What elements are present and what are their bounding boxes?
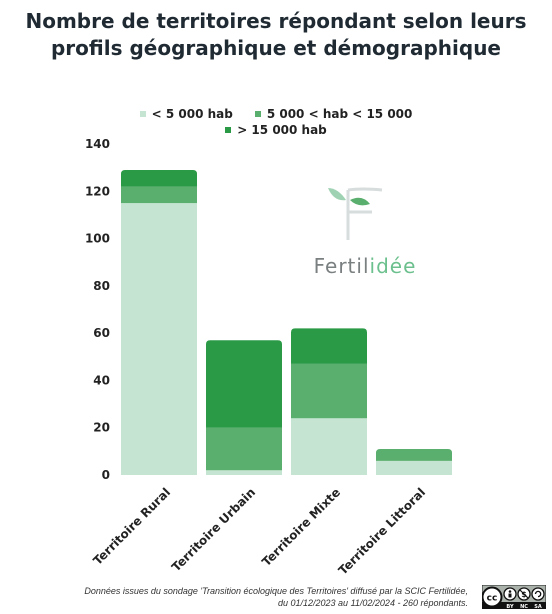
legend-row-1: < 5 000 hab 5 000 < hab < 15 000 — [0, 106, 552, 122]
y-tick-label: 0 — [102, 468, 110, 482]
y-tick-label: 100 — [85, 232, 110, 246]
bar-segment — [376, 448, 452, 461]
source-note-line-2: du 01/12/2023 au 11/02/2024 - 260 répond… — [278, 598, 468, 608]
cc-label-sa: SA — [534, 604, 542, 609]
legend-item-medium: 5 000 < hab < 15 000 — [254, 107, 413, 121]
x-category-label: Territoire Mixte — [259, 485, 343, 569]
source-note-line-1: Données issues du sondage 'Transition éc… — [84, 586, 468, 596]
y-tick-label: 60 — [93, 326, 110, 340]
legend-swatch-medium — [254, 111, 261, 117]
bar-segment — [206, 470, 282, 475]
cc-label-by: BY — [506, 604, 514, 609]
sprout-icon — [328, 187, 383, 240]
bar-segment — [206, 427, 282, 471]
logo-wordmark: Fertilidée — [300, 254, 430, 278]
legend-label-large: > 15 000 hab — [237, 123, 327, 137]
chart-title-line-2: profils géographique et démographique — [50, 36, 501, 60]
cc-license-badge: cc $ BY NC SA — [482, 585, 546, 609]
cc-badge-strip — [482, 602, 546, 609]
cc-circle-icon — [482, 586, 503, 608]
bar-segment — [291, 418, 367, 475]
x-category-label: Territoire Rural — [90, 485, 173, 568]
legend-item-small: < 5 000 hab — [139, 107, 233, 121]
bar-segment — [121, 170, 197, 187]
cc-label-nc: NC — [520, 604, 528, 609]
bars — [121, 170, 452, 475]
bar-segment — [121, 186, 197, 204]
chart-title-line-1: Nombre de territoires répondant selon le… — [25, 9, 527, 33]
bar-segment — [291, 328, 367, 364]
legend-row-2: > 15 000 hab — [0, 122, 552, 138]
source-note: Données issues du sondage 'Transition éc… — [40, 585, 468, 609]
cc-mark-icon: cc — [487, 594, 498, 604]
bar-segment — [376, 460, 452, 475]
y-tick-label: 140 — [85, 137, 110, 151]
legend-swatch-small — [139, 111, 146, 117]
legend-label-medium: 5 000 < hab < 15 000 — [266, 107, 413, 121]
y-axis: 0 20 40 60 80 100 120 140 — [85, 137, 110, 482]
y-tick-label: 80 — [93, 279, 110, 293]
x-category-label: Territoire Littoral — [336, 485, 428, 577]
legend-swatch-large — [225, 127, 232, 133]
legend-label-small: < 5 000 hab — [151, 107, 233, 121]
bar-segment — [291, 363, 367, 419]
y-tick-label: 20 — [93, 421, 110, 435]
logo-word-part1: Fertil — [313, 254, 370, 278]
fertilidee-logo: Fertilidée — [300, 186, 430, 286]
legend: < 5 000 hab 5 000 < hab < 15 000 > 15 00… — [0, 106, 552, 138]
bar-segment — [121, 203, 197, 475]
y-tick-label: 40 — [93, 373, 110, 387]
bar-segment — [206, 340, 282, 428]
legend-item-large: > 15 000 hab — [225, 123, 327, 137]
x-category-label: Territoire Urbain — [169, 485, 258, 574]
sa-share-icon — [531, 587, 545, 601]
chart-title: Nombre de territoires répondant selon le… — [0, 8, 552, 62]
y-tick-label: 120 — [85, 184, 110, 198]
logo-word-part2: idée — [369, 254, 417, 278]
